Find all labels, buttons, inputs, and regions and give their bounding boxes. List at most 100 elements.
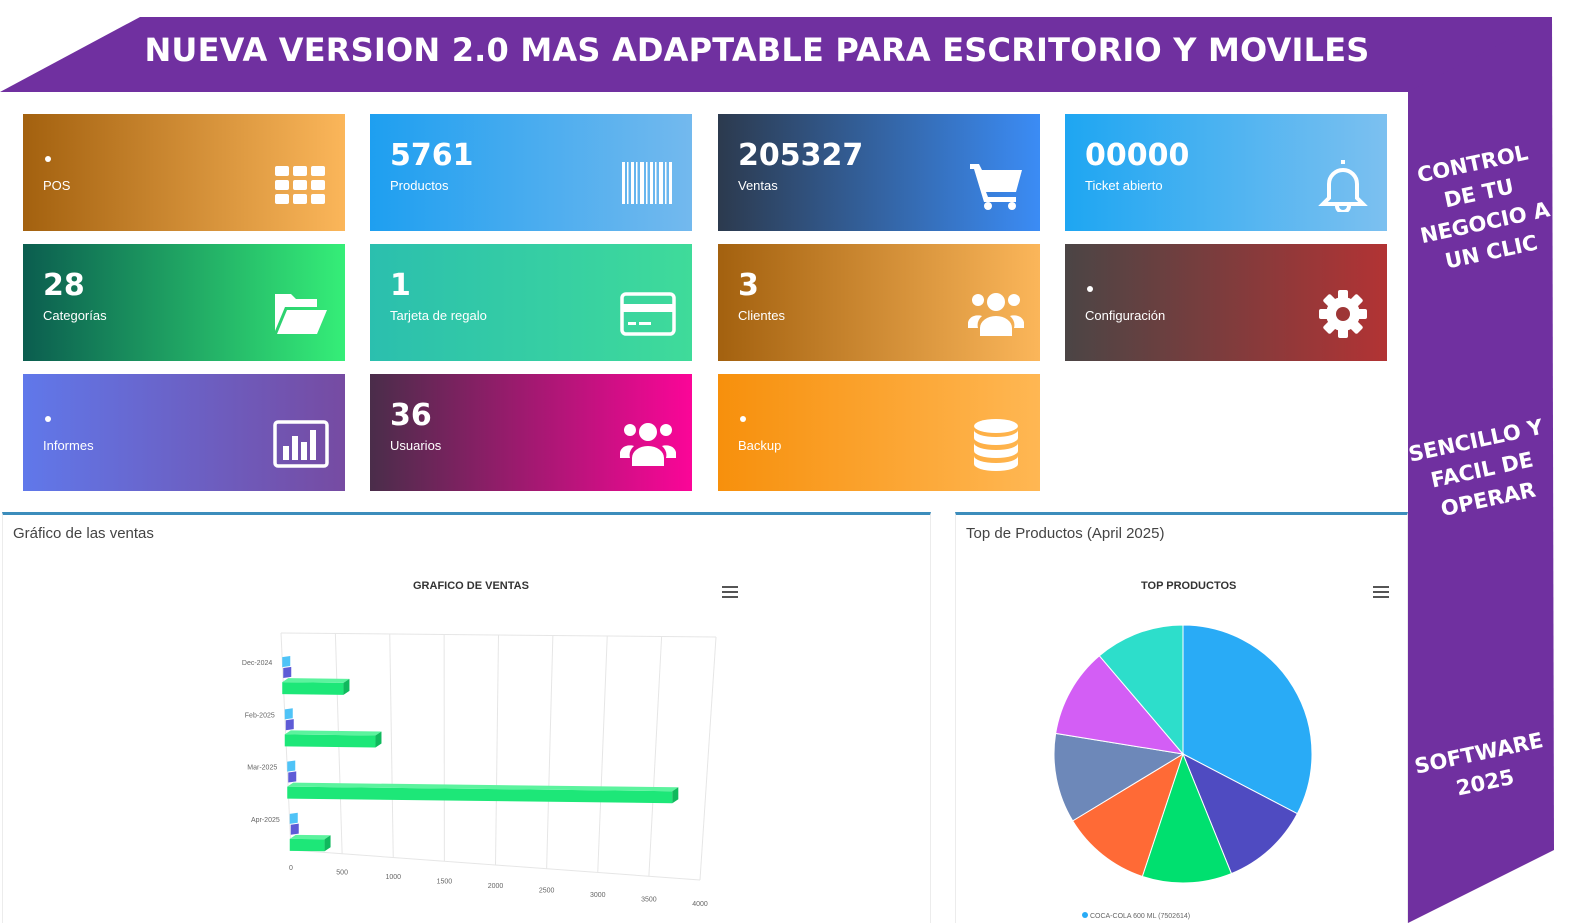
promo-side-panel xyxy=(1408,17,1554,923)
tile-value: 205327 xyxy=(738,138,864,173)
tile-value: 3 xyxy=(738,268,759,303)
y-tick-label: Feb-2025 xyxy=(245,712,275,719)
tile-dot xyxy=(45,416,51,422)
grid-line xyxy=(648,636,663,877)
y-tick-label: Apr-2025 xyxy=(251,817,280,824)
tile-ventas[interactable]: 205327 Ventas xyxy=(718,114,1040,231)
bar xyxy=(284,734,376,748)
tile-label: Productos xyxy=(390,178,449,193)
tile-ticket-abierto[interactable]: 00000 Ticket abierto xyxy=(1065,114,1387,231)
tile-backup[interactable]: Backup xyxy=(718,374,1040,491)
grid-line xyxy=(290,849,701,881)
tile-clientes[interactable]: 3 Clientes xyxy=(718,244,1040,361)
pie-slice xyxy=(1182,752,1299,875)
legend-label: COCA-COLA 600 ML (7502614) xyxy=(1089,913,1191,920)
legend-marker xyxy=(1082,912,1088,918)
tile-value: 00000 xyxy=(1085,138,1190,173)
chart-menu-button[interactable] xyxy=(722,586,738,600)
tile-productos[interactable]: 5761 Productos xyxy=(370,114,692,231)
credit-card-icon xyxy=(620,292,676,336)
x-tick-label: 1500 xyxy=(437,879,453,886)
pie-slice xyxy=(1055,655,1185,755)
bar-top xyxy=(282,678,350,683)
tile-label: Clientes xyxy=(738,308,785,323)
grid-line xyxy=(495,634,499,866)
cart-icon xyxy=(970,164,1022,210)
tile-label: Usuarios xyxy=(390,438,442,453)
bar xyxy=(289,838,325,852)
y-tick-label: Dec-2024 xyxy=(242,660,272,667)
database-icon xyxy=(974,419,1018,471)
banner-title: NUEVA VERSION 2.0 MAS ADAPTABLE PARA ESC… xyxy=(144,31,1370,69)
x-tick-label: 2000 xyxy=(488,883,504,890)
pie-slice xyxy=(1182,624,1313,815)
tile-dot xyxy=(45,156,51,162)
pie-slice xyxy=(1098,624,1184,756)
grid-line xyxy=(546,635,554,869)
bar-end xyxy=(343,678,350,695)
tile-informes[interactable]: Informes xyxy=(23,374,345,491)
bar-chart-icon xyxy=(273,420,329,468)
tile-dot xyxy=(740,416,746,422)
users-icon xyxy=(968,293,1024,336)
tile-usuarios[interactable]: 36 Usuarios xyxy=(370,374,692,491)
bar xyxy=(282,682,344,695)
bar-top xyxy=(287,782,679,792)
x-tick-label: 3500 xyxy=(641,897,657,904)
tile-label: Tarjeta de regalo xyxy=(390,308,487,323)
bar-marker xyxy=(288,771,297,783)
tile-value: 28 xyxy=(43,268,85,303)
tile-value: 1 xyxy=(390,268,411,303)
gear-icon xyxy=(1319,290,1367,338)
pie-slice xyxy=(1141,752,1233,884)
grid-line xyxy=(597,635,608,873)
folder-open-icon xyxy=(275,294,327,334)
tile-label: Informes xyxy=(43,438,94,453)
bar-marker xyxy=(289,812,298,824)
tile-configuracion[interactable]: Configuración xyxy=(1065,244,1387,361)
bar-marker xyxy=(284,708,293,720)
tile-categorias[interactable]: 28 Categorías xyxy=(23,244,345,361)
tile-label: Backup xyxy=(738,438,782,453)
tile-dot xyxy=(1087,286,1093,292)
promo-banner xyxy=(0,17,1552,92)
bar-end xyxy=(375,731,382,748)
tile-pos[interactable]: POS xyxy=(23,114,345,231)
bar-end xyxy=(324,835,331,852)
bar-marker xyxy=(285,719,294,731)
grid-line xyxy=(699,636,717,881)
bar-top xyxy=(284,730,382,736)
chart-menu-button[interactable] xyxy=(1373,586,1389,600)
x-tick-label: 1000 xyxy=(385,874,401,881)
tile-value: 36 xyxy=(390,398,432,433)
bar xyxy=(287,786,673,804)
top-products-pie-chart xyxy=(1053,624,1313,884)
x-tick-label: 3000 xyxy=(590,892,606,899)
y-tick-label: Mar-2025 xyxy=(247,765,277,772)
bar-end xyxy=(672,787,679,804)
tile-value: 5761 xyxy=(390,138,474,173)
chart-title: GRAFICO DE VENTAS xyxy=(413,580,529,592)
x-tick-label: 0 xyxy=(289,865,293,872)
chart-title: TOP PRODUCTOS xyxy=(1141,580,1237,592)
tile-label: Categorías xyxy=(43,308,107,323)
tile-label: POS xyxy=(43,178,71,193)
top-products-panel: Top de Productos (April 2025) TOP PRODUC… xyxy=(955,512,1408,923)
bar-top xyxy=(289,834,331,840)
tile-tarjeta-regalo[interactable]: 1 Tarjeta de regalo xyxy=(370,244,692,361)
sales-bar-chart: 0 500 1000 1500 2000 2500 3000 3500 4000 Dec-2024… xyxy=(242,632,717,908)
legend-item[interactable]: COCA-COLA 600 ML (7502614) xyxy=(1082,912,1190,920)
barcode-icon xyxy=(622,162,672,204)
bar-marker xyxy=(290,823,299,835)
users-icon xyxy=(620,423,676,466)
pie-slice xyxy=(1072,752,1184,878)
tile-label: Configuración xyxy=(1085,308,1166,323)
x-tick-label: 4000 xyxy=(692,901,708,908)
grid-line xyxy=(389,633,394,858)
bar-marker xyxy=(283,666,292,678)
pie-slice xyxy=(1053,732,1185,822)
tile-label: Ticket abierto xyxy=(1085,178,1163,193)
sales-chart-panel: Gráfico de las ventas GRAFICO DE VENTAS … xyxy=(2,512,931,923)
grid-line xyxy=(280,632,717,638)
panel-title: Gráfico de las ventas xyxy=(13,525,154,542)
